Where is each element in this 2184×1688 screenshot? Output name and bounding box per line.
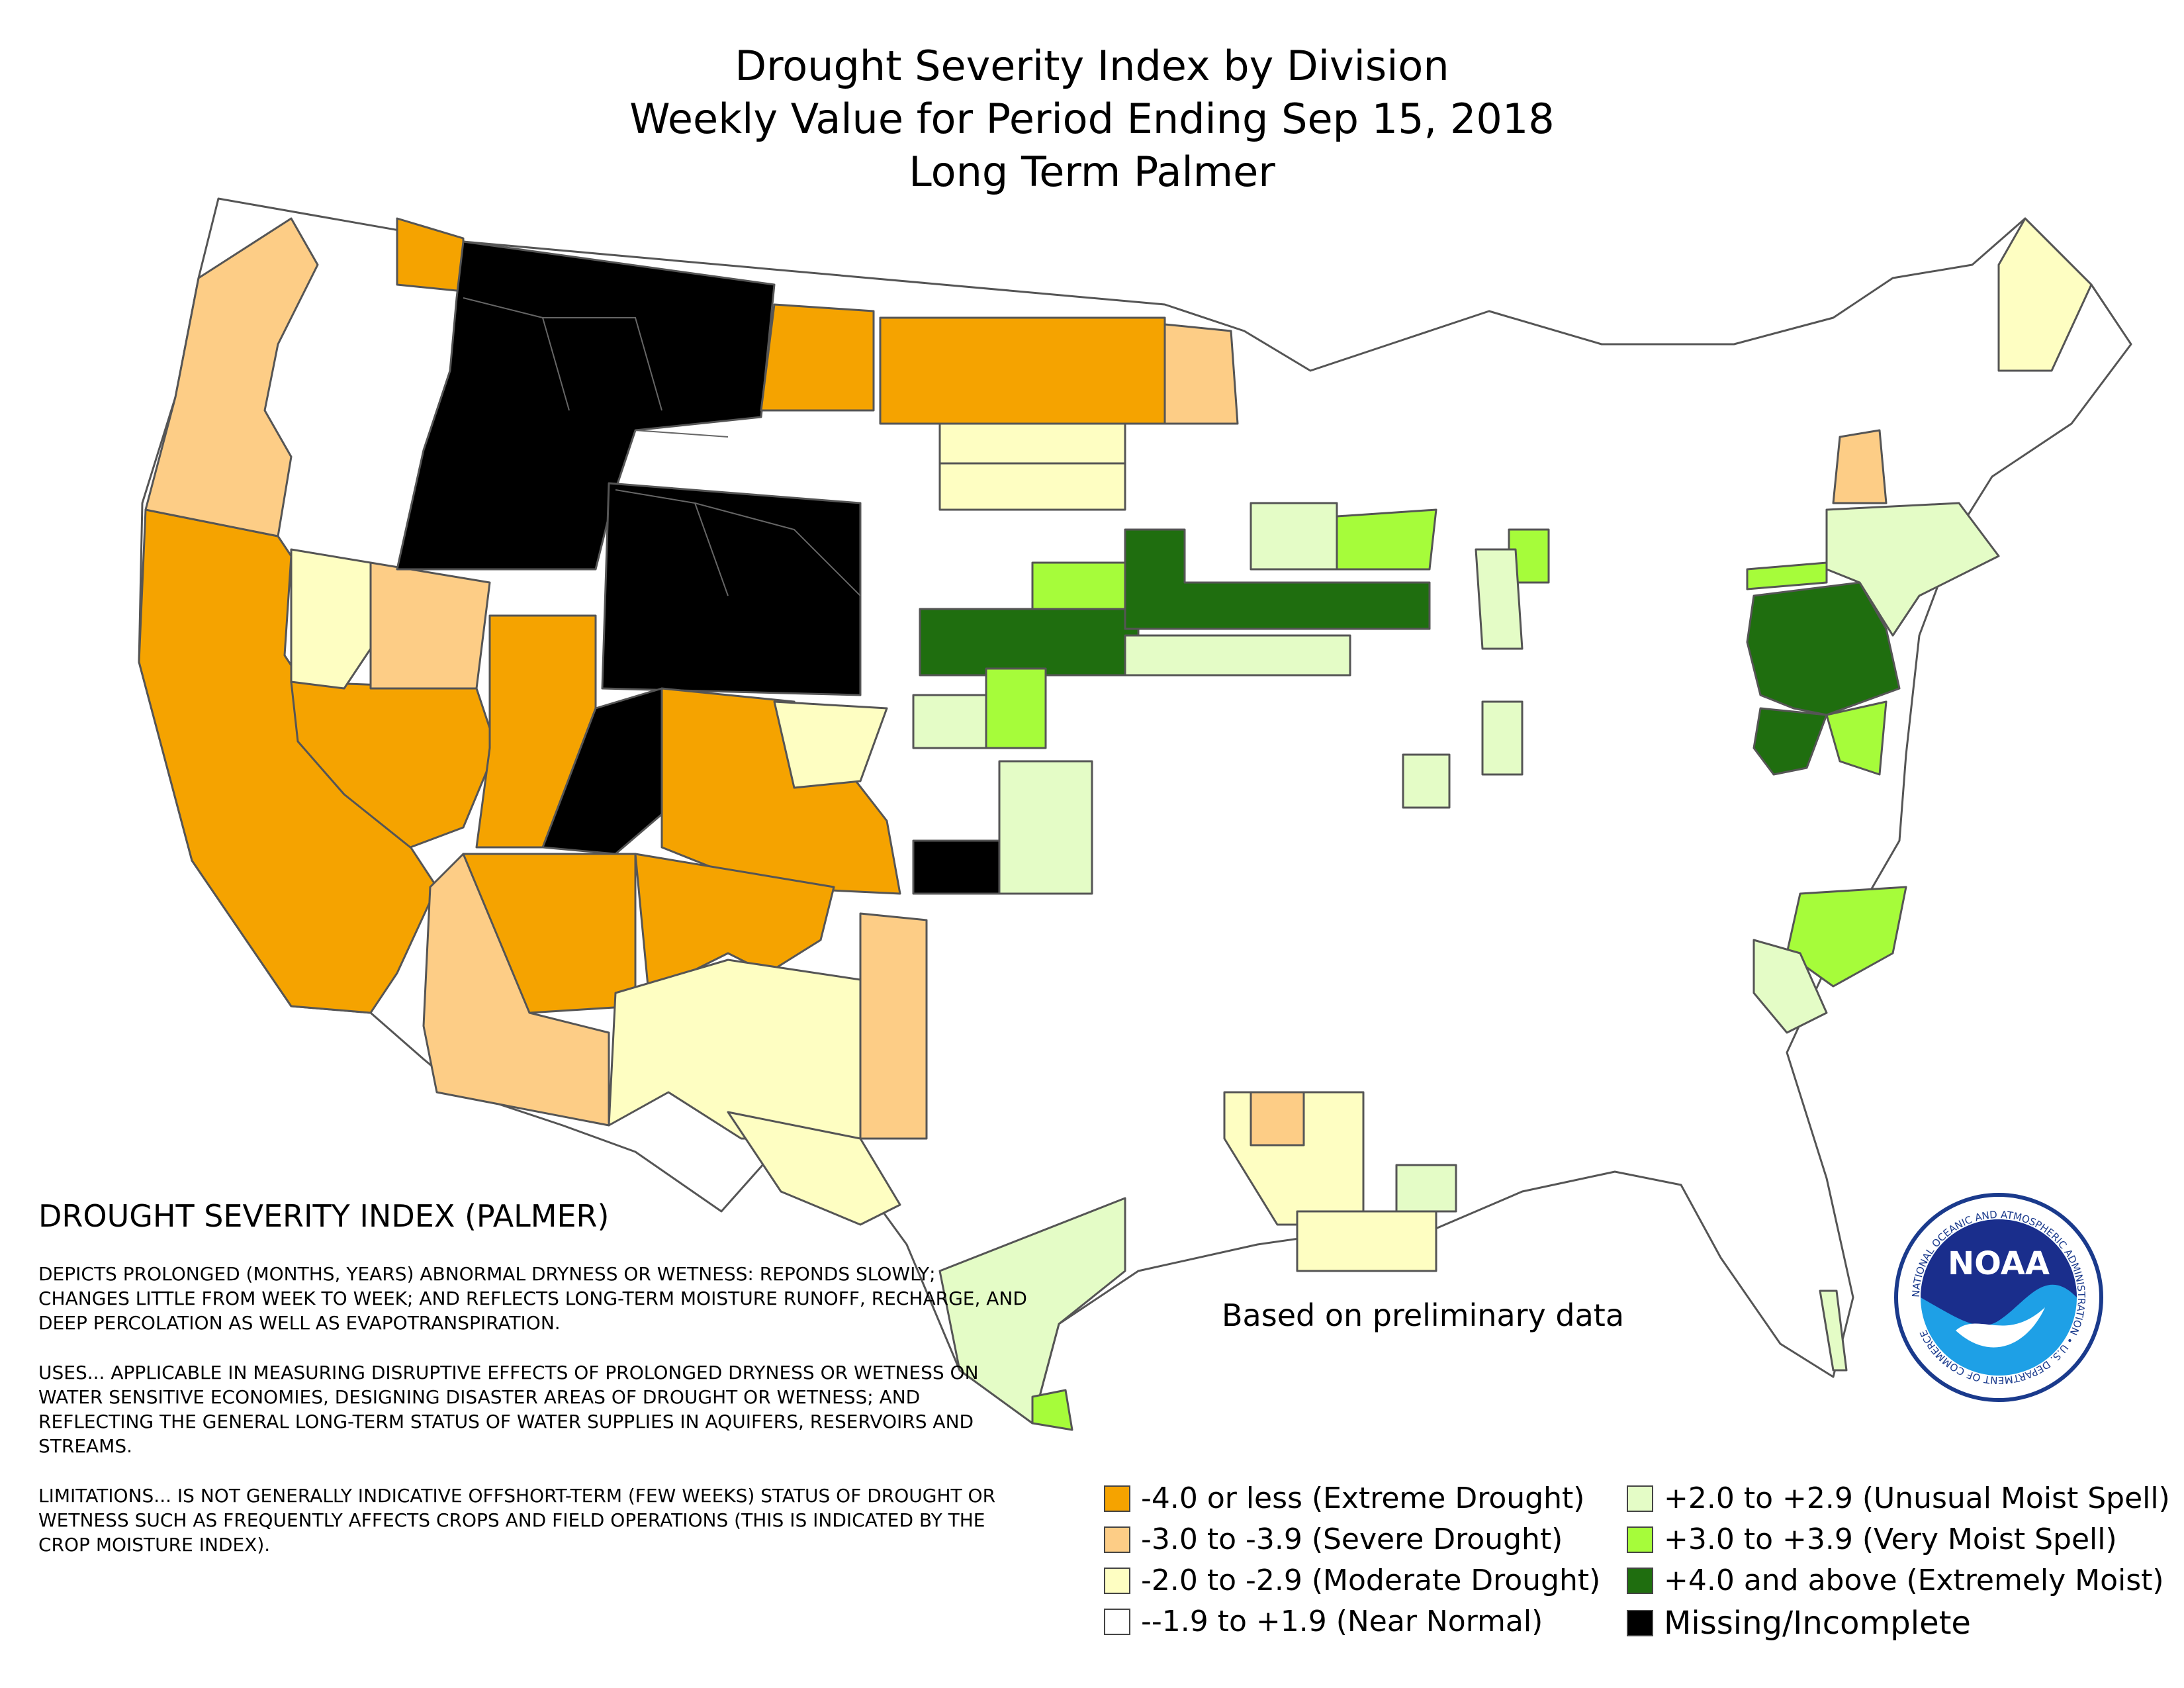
legend-label: +3.0 to +3.9 (Very Moist Spell)	[1664, 1523, 2117, 1556]
description-heading: DROUGHT SEVERITY INDEX (PALMER)	[38, 1198, 610, 1234]
region-ut-extreme	[475, 614, 597, 849]
logo-wave	[1956, 1307, 2045, 1348]
region-nd-extreme	[879, 316, 1166, 425]
legend-label: --1.9 to +1.9 (Near Normal)	[1141, 1605, 1543, 1638]
region-wa-extreme	[396, 217, 465, 293]
legend-swatch	[1627, 1567, 1653, 1594]
region-la-moderate	[1296, 1210, 1437, 1272]
region-wi-very-moist	[1336, 508, 1437, 571]
legend-label: -4.0 or less (Extreme Drought)	[1141, 1481, 1585, 1515]
legend-item-severe-drought: -3.0 to -3.9 (Severe Drought)	[1104, 1523, 1563, 1556]
region-nv-extreme	[290, 680, 498, 849]
region-sc-unusual-moist	[1752, 939, 1828, 1034]
region-ca-extreme	[138, 508, 438, 1014]
legend-swatch	[1104, 1485, 1130, 1512]
map-title: Drought Severity Index by Division Weekl…	[0, 40, 2184, 199]
legend-swatch	[1104, 1567, 1130, 1594]
preliminary-data-note: Based on preliminary data	[1222, 1297, 1625, 1333]
index-description: DROUGHT SEVERITY INDEX (PALMER) DEPICTS …	[38, 1198, 1031, 1582]
title-line-3: Long Term Palmer	[909, 148, 1275, 196]
region-ms-unusual-moist	[1395, 1164, 1457, 1213]
region-ny-very-moist	[1746, 561, 1828, 590]
region-ne-extreme-moist	[919, 608, 1140, 677]
region-md-very-moist	[1825, 700, 1888, 776]
region-ia-unusual-moist	[1124, 634, 1351, 677]
region-co-extreme	[660, 687, 901, 895]
description-paragraph: USES... APPLICABLE IN MEASURING DISRUPTI…	[38, 1362, 979, 1457]
legend-swatch	[1627, 1526, 1653, 1553]
description-paragraph: DEPICTS PROLONGED (MONTHS, YEARS) ABNORM…	[38, 1263, 1027, 1334]
region-tx-moderate	[727, 1111, 901, 1226]
region-ks-unusual-moist	[912, 694, 987, 749]
description-paragraph: LIMITATIONS... IS NOT GENERALLY INDICATI…	[38, 1485, 996, 1556]
legend-label: -2.0 to -2.9 (Moderate Drought)	[1141, 1564, 1601, 1597]
region-co-moderate	[773, 700, 888, 789]
legend-item-extremely-moist: +4.0 and above (Extremely Moist)	[1627, 1564, 2164, 1597]
region-wy-missing	[601, 482, 862, 696]
region-nc-very-moist	[1786, 886, 1907, 988]
legend-item-moderate-drought: -2.0 to -2.9 (Moderate Drought)	[1104, 1564, 1600, 1597]
title-line-1: Drought Severity Index by Division	[735, 42, 1449, 90]
legend-swatch	[1627, 1485, 1653, 1512]
legend-swatch	[1104, 1526, 1130, 1553]
region-nd-moderate	[938, 422, 1126, 465]
legend-label: -3.0 to -3.9 (Severe Drought)	[1141, 1523, 1563, 1556]
region-tx-unusual-moist	[938, 1197, 1126, 1425]
logo-text: NOAA	[1948, 1245, 2050, 1282]
region-mn-unusual-moist	[1250, 502, 1338, 571]
region-nd-severe	[1163, 323, 1239, 425]
noaa-logo: NOAA NATIONAL OCEANIC AND ATMOSPHERIC AD…	[1894, 1193, 2103, 1402]
legend-item-extreme-drought: -4.0 or less (Extreme Drought)	[1104, 1481, 1584, 1515]
region-ks-missing	[912, 839, 1007, 895]
region-fl-unusual-moist	[1819, 1289, 1848, 1372]
region-nm-severe	[859, 912, 928, 1140]
legend-swatch	[1104, 1608, 1130, 1635]
title-line-2: Weekly Value for Period Ending Sep 15, 2…	[629, 95, 1555, 143]
region-ne-unusual-moist	[1825, 502, 2000, 637]
region-nv-severe	[369, 561, 491, 690]
region-mi-unusual-moist	[1475, 548, 1524, 650]
region-sd-moderate	[938, 462, 1126, 511]
region-ks-very-moist	[985, 667, 1047, 749]
region-nv-moderate	[290, 548, 372, 690]
legend-item-very-moist: +3.0 to +3.9 (Very Moist Spell)	[1627, 1523, 2117, 1556]
division-lines	[463, 297, 861, 596]
region-va-extreme-moist	[1752, 707, 1828, 776]
region-sd-very-moist	[1031, 561, 1126, 610]
region-az-severe	[422, 853, 610, 1127]
region-il-unusual-moist	[1402, 753, 1451, 809]
legend-label: +4.0 and above (Extremely Moist)	[1664, 1564, 2164, 1597]
region-ok-unusual-moist	[998, 760, 1093, 895]
region-me-moderate	[1997, 217, 2093, 372]
legend-item-near-normal: --1.9 to +1.9 (Near Normal)	[1104, 1605, 1543, 1638]
region-in-unusual-moist	[1481, 700, 1524, 776]
region-ny-severe	[1832, 429, 1888, 504]
legend-label: +2.0 to +2.9 (Unusual Moist Spell)	[1664, 1481, 2170, 1515]
legend-label: Missing/Incomplete	[1664, 1605, 1971, 1642]
region-tx-very-moist	[1031, 1389, 1073, 1431]
legend-item-unusual-moist: +2.0 to +2.9 (Unusual Moist Spell)	[1627, 1481, 2170, 1515]
region-ia-extreme-moist	[1124, 528, 1431, 630]
region-or-severe	[144, 217, 319, 538]
region-ar-severe	[1250, 1091, 1305, 1147]
legend-item-missing: Missing/Incomplete	[1627, 1605, 1971, 1642]
logo-bird-field	[1921, 1219, 2077, 1326]
legend-swatch	[1627, 1610, 1653, 1636]
region-mt-extreme	[760, 303, 875, 412]
